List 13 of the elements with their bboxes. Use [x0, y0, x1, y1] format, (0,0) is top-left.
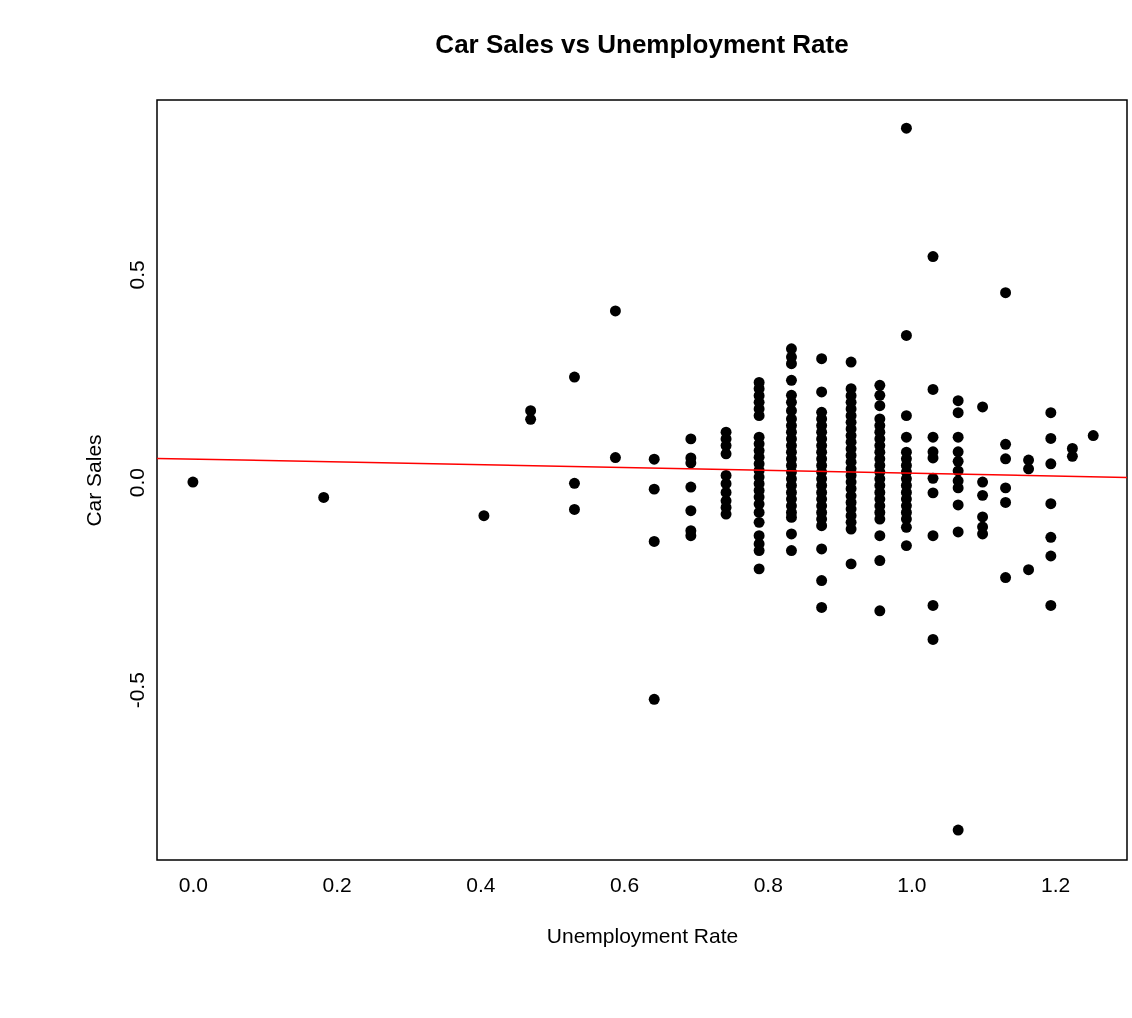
- x-tick-label: 0.8: [753, 872, 783, 896]
- x-tick-label: 1.2: [1041, 872, 1071, 896]
- y-tick-label: 0.0: [124, 467, 148, 498]
- chart-title: Car Sales vs Unemployment Rate: [435, 29, 849, 59]
- y-tick-label: 0.5: [124, 260, 148, 290]
- x-axis-title: Unemployment Rate: [546, 923, 739, 947]
- x-tick-label: 1.0: [897, 872, 927, 896]
- x-tick-label: 0.2: [322, 872, 352, 896]
- x-tick-label: 0.0: [178, 872, 209, 896]
- y-tick-label: -0.5: [124, 672, 148, 709]
- x-tick-label: 0.4: [466, 872, 496, 896]
- y-axis-title: Car Sales: [81, 434, 105, 527]
- x-tick-label: 0.6: [609, 872, 640, 896]
